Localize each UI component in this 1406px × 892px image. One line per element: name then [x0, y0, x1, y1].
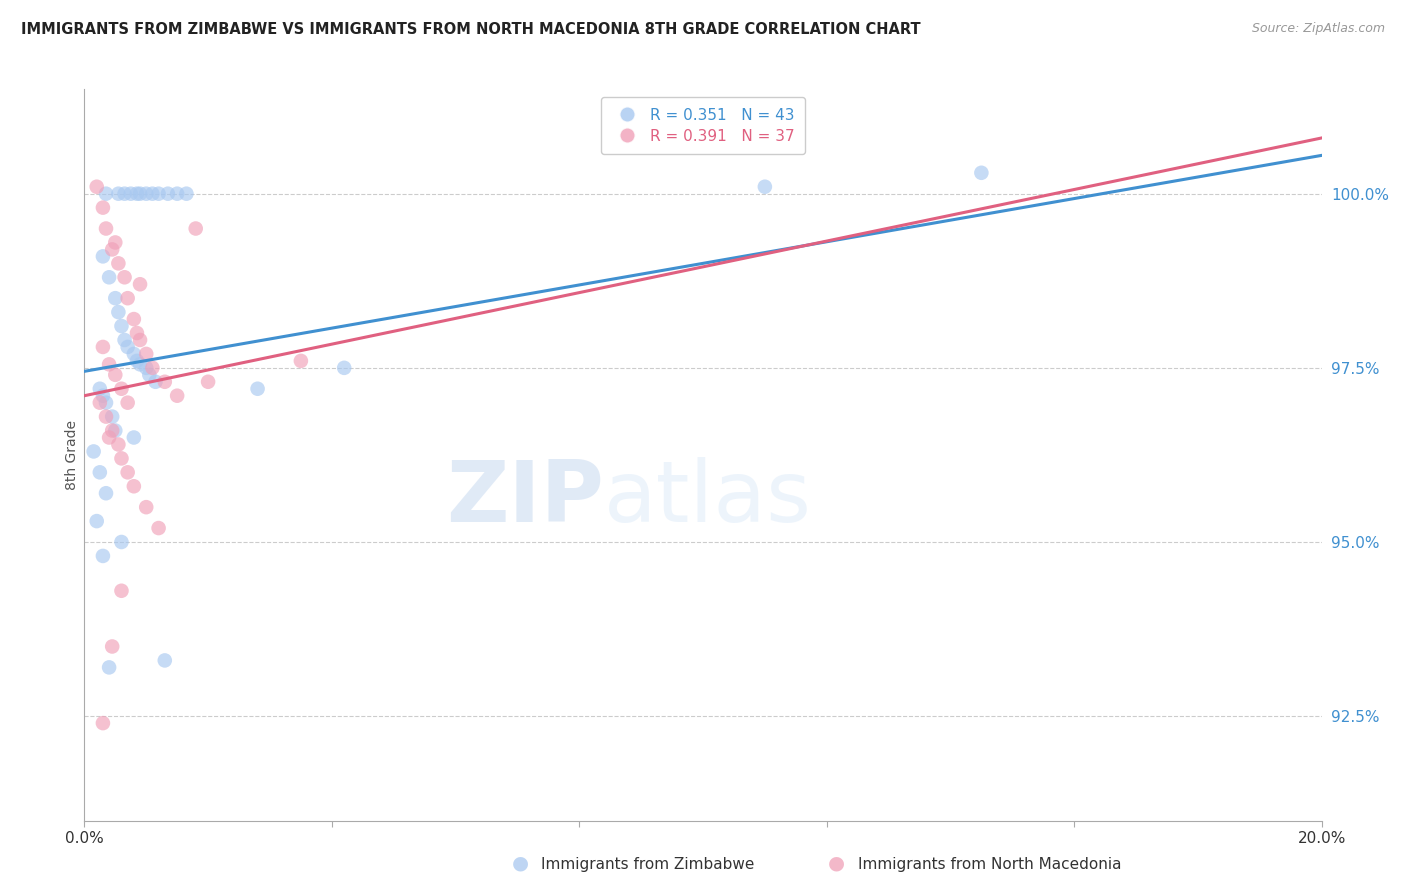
Point — [94, 395, 117, 409]
Point — [129, 333, 152, 347]
Point — [120, 186, 142, 201]
Text: Immigrants from Zimbabwe: Immigrants from Zimbabwe — [541, 857, 755, 872]
Text: Immigrants from North Macedonia: Immigrants from North Macedonia — [858, 857, 1121, 872]
Point — [129, 186, 152, 201]
Point — [135, 347, 157, 361]
Point — [141, 186, 163, 201]
Point — [117, 340, 139, 354]
Y-axis label: 8th Grade: 8th Grade — [65, 420, 79, 490]
Point — [91, 716, 114, 731]
Point — [114, 186, 136, 201]
Point — [135, 500, 157, 515]
Point — [91, 340, 114, 354]
Point — [110, 382, 132, 396]
Text: IMMIGRANTS FROM ZIMBABWE VS IMMIGRANTS FROM NORTH MACEDONIA 8TH GRADE CORRELATIO: IMMIGRANTS FROM ZIMBABWE VS IMMIGRANTS F… — [21, 22, 921, 37]
Point — [83, 444, 105, 458]
Point — [101, 243, 124, 257]
Point — [107, 305, 129, 319]
Point — [98, 270, 121, 285]
Point — [94, 486, 117, 500]
Point — [197, 375, 219, 389]
Point — [145, 375, 167, 389]
Point — [107, 437, 129, 451]
Point — [135, 186, 157, 201]
Point — [91, 249, 114, 263]
Point — [107, 256, 129, 270]
Point — [110, 583, 132, 598]
Text: atlas: atlas — [605, 458, 813, 541]
Point — [117, 291, 139, 305]
Point — [117, 395, 139, 409]
Point — [148, 521, 170, 535]
Point — [166, 186, 188, 201]
Point — [86, 179, 108, 194]
Point — [125, 326, 148, 340]
Point — [156, 186, 179, 201]
Text: ●: ● — [512, 854, 529, 872]
Point — [107, 186, 129, 201]
Point — [117, 466, 139, 480]
Point — [89, 382, 111, 396]
Point — [89, 395, 111, 409]
Point — [91, 201, 114, 215]
Point — [148, 186, 170, 201]
Point — [101, 640, 124, 654]
Point — [138, 368, 160, 382]
Point — [246, 382, 269, 396]
Point — [114, 333, 136, 347]
Legend: R = 0.351   N = 43, R = 0.391   N = 37: R = 0.351 N = 43, R = 0.391 N = 37 — [600, 97, 806, 154]
Point — [114, 270, 136, 285]
Point — [122, 347, 145, 361]
Text: ●: ● — [828, 854, 845, 872]
Point — [184, 221, 207, 235]
Point — [98, 430, 121, 444]
Point — [91, 549, 114, 563]
Point — [91, 389, 114, 403]
Point — [104, 235, 127, 250]
Point — [125, 354, 148, 368]
Point — [122, 430, 145, 444]
Point — [754, 179, 776, 194]
Point — [125, 186, 148, 201]
Point — [153, 375, 176, 389]
Point — [290, 354, 312, 368]
Point — [98, 357, 121, 371]
Point — [166, 389, 188, 403]
Text: ZIP: ZIP — [446, 458, 605, 541]
Point — [129, 277, 152, 292]
Point — [153, 653, 176, 667]
Point — [94, 186, 117, 201]
Point — [104, 368, 127, 382]
Point — [94, 409, 117, 424]
Point — [104, 291, 127, 305]
Point — [970, 166, 993, 180]
Point — [110, 451, 132, 466]
Point — [86, 514, 108, 528]
Point — [141, 360, 163, 375]
Point — [89, 466, 111, 480]
Point — [122, 479, 145, 493]
Point — [122, 312, 145, 326]
Point — [135, 360, 157, 375]
Point — [110, 319, 132, 334]
Point — [110, 535, 132, 549]
Point — [94, 221, 117, 235]
Point — [101, 424, 124, 438]
Point — [101, 409, 124, 424]
Point — [98, 660, 121, 674]
Text: Source: ZipAtlas.com: Source: ZipAtlas.com — [1251, 22, 1385, 36]
Point — [129, 357, 152, 371]
Point — [104, 424, 127, 438]
Point — [176, 186, 198, 201]
Point — [333, 360, 356, 375]
